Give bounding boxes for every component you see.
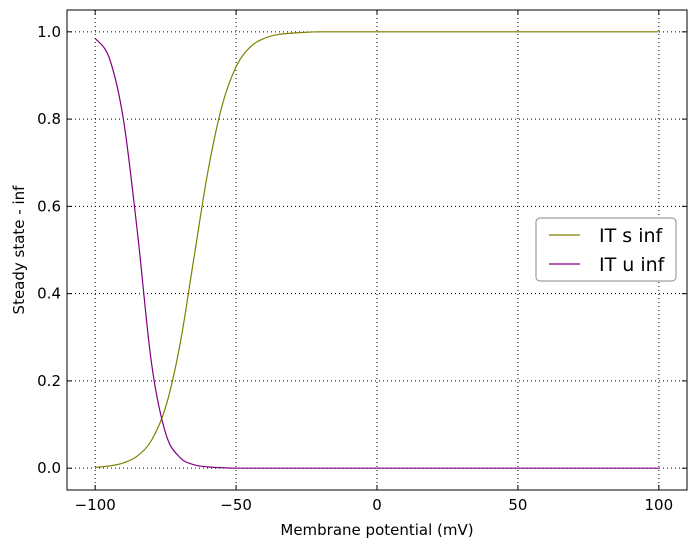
legend-label-0: IT s inf [599,225,664,247]
y-tick-label: 0.4 [37,285,61,303]
axis-ticks: −100 −50 0 50 100 0.0 0.2 0.4 0.6 0.8 1.0 [37,10,687,514]
legend: IT s inf IT u inf [535,217,677,282]
x-axis-label: Membrane potential (mV) [280,521,473,539]
legend-label-1: IT u inf [599,254,666,276]
y-tick-label: 0.2 [37,372,61,390]
x-tick-label: 50 [508,496,527,514]
y-tick-label: 0.0 [37,459,61,477]
legend-box [535,217,677,282]
y-tick-label: 0.8 [37,110,61,128]
x-tick-label: −50 [220,496,252,514]
y-tick-label: 1.0 [37,23,61,41]
y-axis-label: Steady state - inf [10,185,28,315]
series-lines [94,31,659,469]
y-tick-label: 0.6 [37,197,61,215]
series-line-1 [94,37,659,469]
x-tick-label: −100 [75,496,116,514]
x-tick-label: 0 [372,496,382,514]
series-line-0 [95,31,659,468]
x-tick-label: 100 [644,496,673,514]
